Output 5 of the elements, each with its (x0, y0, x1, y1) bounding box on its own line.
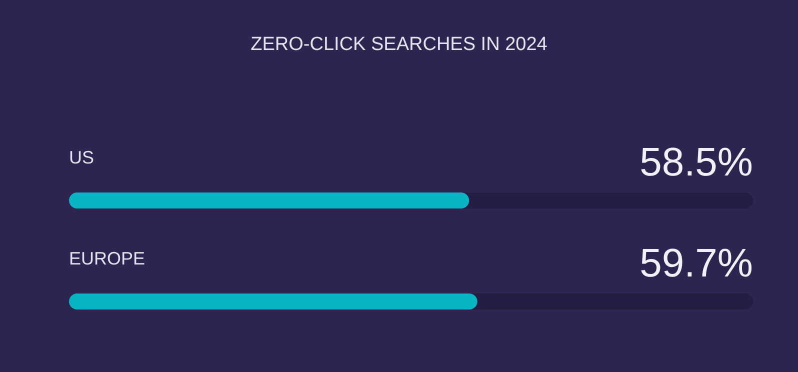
data-label: 58.5% (640, 140, 753, 184)
y-tick-label: US (69, 148, 94, 168)
y-tick-label: EUROPE (69, 248, 146, 268)
data-label: 59.7% (640, 242, 753, 286)
chart-title: ZERO-CLICK SEARCHES IN 2024 (250, 34, 548, 55)
